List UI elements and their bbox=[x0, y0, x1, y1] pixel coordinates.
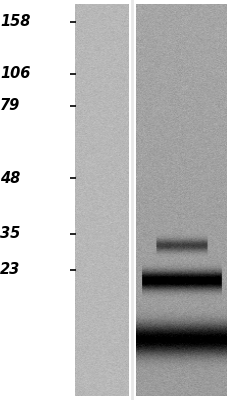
Text: 79: 79 bbox=[0, 98, 20, 114]
Text: 35: 35 bbox=[0, 226, 20, 242]
Text: 158: 158 bbox=[0, 14, 30, 30]
Text: 23: 23 bbox=[0, 262, 20, 278]
Text: 106: 106 bbox=[0, 66, 30, 82]
Text: 48: 48 bbox=[0, 170, 20, 186]
